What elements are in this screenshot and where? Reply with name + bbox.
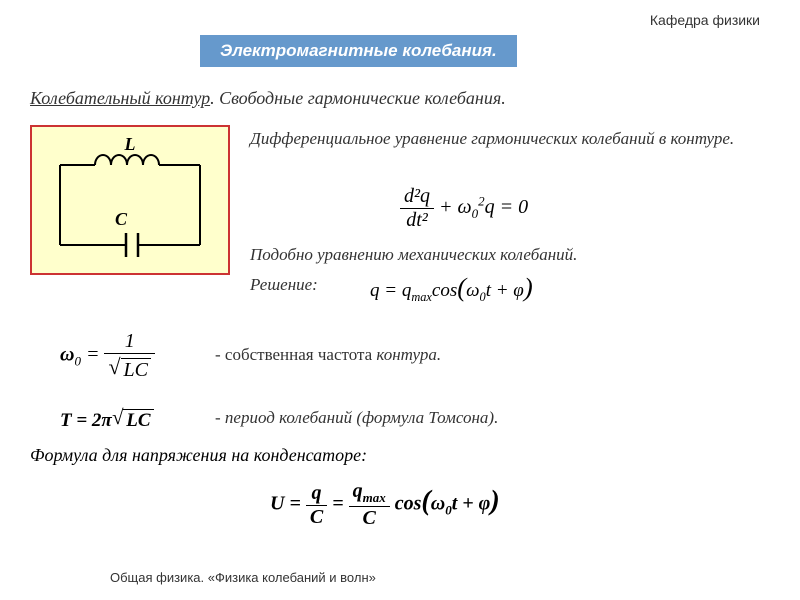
eq1-den: dt² [406, 209, 428, 231]
desc4-p1: - собственная частота [215, 345, 372, 364]
eq5-qmax: q [353, 480, 363, 502]
eq1-omega: ω [458, 196, 472, 218]
lc-circuit-svg: L C [40, 135, 220, 265]
eq3-den: LC [124, 359, 148, 381]
description-thomson: - период колебаний (формула Томсона). [215, 408, 498, 428]
eq5-submax: max [363, 490, 386, 505]
eq3-eq: = [81, 344, 105, 366]
footer-text: Общая физика. «Физика колебаний и волн» [110, 570, 376, 585]
eq4-lc: LC [126, 410, 150, 431]
eq5-t: t + [452, 493, 479, 515]
eq5-cos: cos [395, 493, 422, 515]
subtitle: Колебательный контур. Свободные гармонич… [30, 88, 506, 109]
eq3-num: 1 [104, 330, 155, 354]
eq1-eq0: = 0 [495, 196, 529, 218]
eq5-u: U = [270, 493, 306, 515]
eq2-lhs: q = q [370, 280, 411, 301]
equation-natural-frequency: ω0 = 1 √LC [60, 330, 155, 382]
equation-thomson: T = 2π√LC [60, 405, 154, 432]
desc4-p2: контура. [372, 345, 441, 364]
description-differential: Дифференциальное уравнение гармонических… [250, 128, 760, 150]
equation-differential: d²q dt² + ω02q = 0 [400, 185, 528, 232]
eq1-plus: + [439, 196, 458, 218]
eq2-rparen: ) [524, 272, 533, 302]
eq5-eq: = [332, 493, 348, 515]
eq5-c2: C [362, 507, 375, 529]
equation-solution: q = qmaxcos(ω0t + φ) [370, 272, 533, 305]
description-voltage: Формула для напряжения на конденсаторе: [30, 445, 367, 466]
eq2-t: t + [486, 280, 514, 301]
description-solution-label: Решение: [250, 275, 318, 295]
capacitor-label: C [115, 209, 128, 229]
eq1-q: q [485, 196, 495, 218]
description-natural-freq: - собственная частота контура. [215, 345, 441, 365]
eq2-submax: max [411, 290, 432, 304]
eq5-omega: ω [431, 493, 445, 515]
circuit-diagram: L C [30, 125, 230, 275]
eq2-omega: ω [466, 280, 479, 301]
equation-voltage: U = q C = qmax C cos(ω0t + φ) [270, 480, 500, 530]
inductor-label: L [124, 135, 136, 154]
eq5-c: C [310, 506, 323, 528]
eq1-num: d²q [404, 185, 430, 207]
eq2-lparen: ( [457, 272, 466, 302]
eq5-phi: φ [479, 493, 491, 515]
page-title-banner: Электромагнитные колебания. [200, 35, 517, 67]
subtitle-underlined: Колебательный контур [30, 88, 210, 108]
eq2-cos: cos [432, 280, 457, 301]
eq2-phi: φ [513, 280, 524, 301]
description-analogy: Подобно уравнению механических колебаний… [250, 245, 760, 265]
eq5-lparen: ( [421, 486, 430, 517]
eq5-q: q [312, 482, 322, 504]
eq5-rparen: ) [490, 486, 499, 517]
subtitle-rest: . Свободные гармонические колебания. [210, 88, 506, 108]
eq4-lhs: T = 2π [60, 410, 112, 431]
eq3-omega: ω [60, 344, 74, 366]
department-label: Кафедра физики [650, 12, 760, 28]
